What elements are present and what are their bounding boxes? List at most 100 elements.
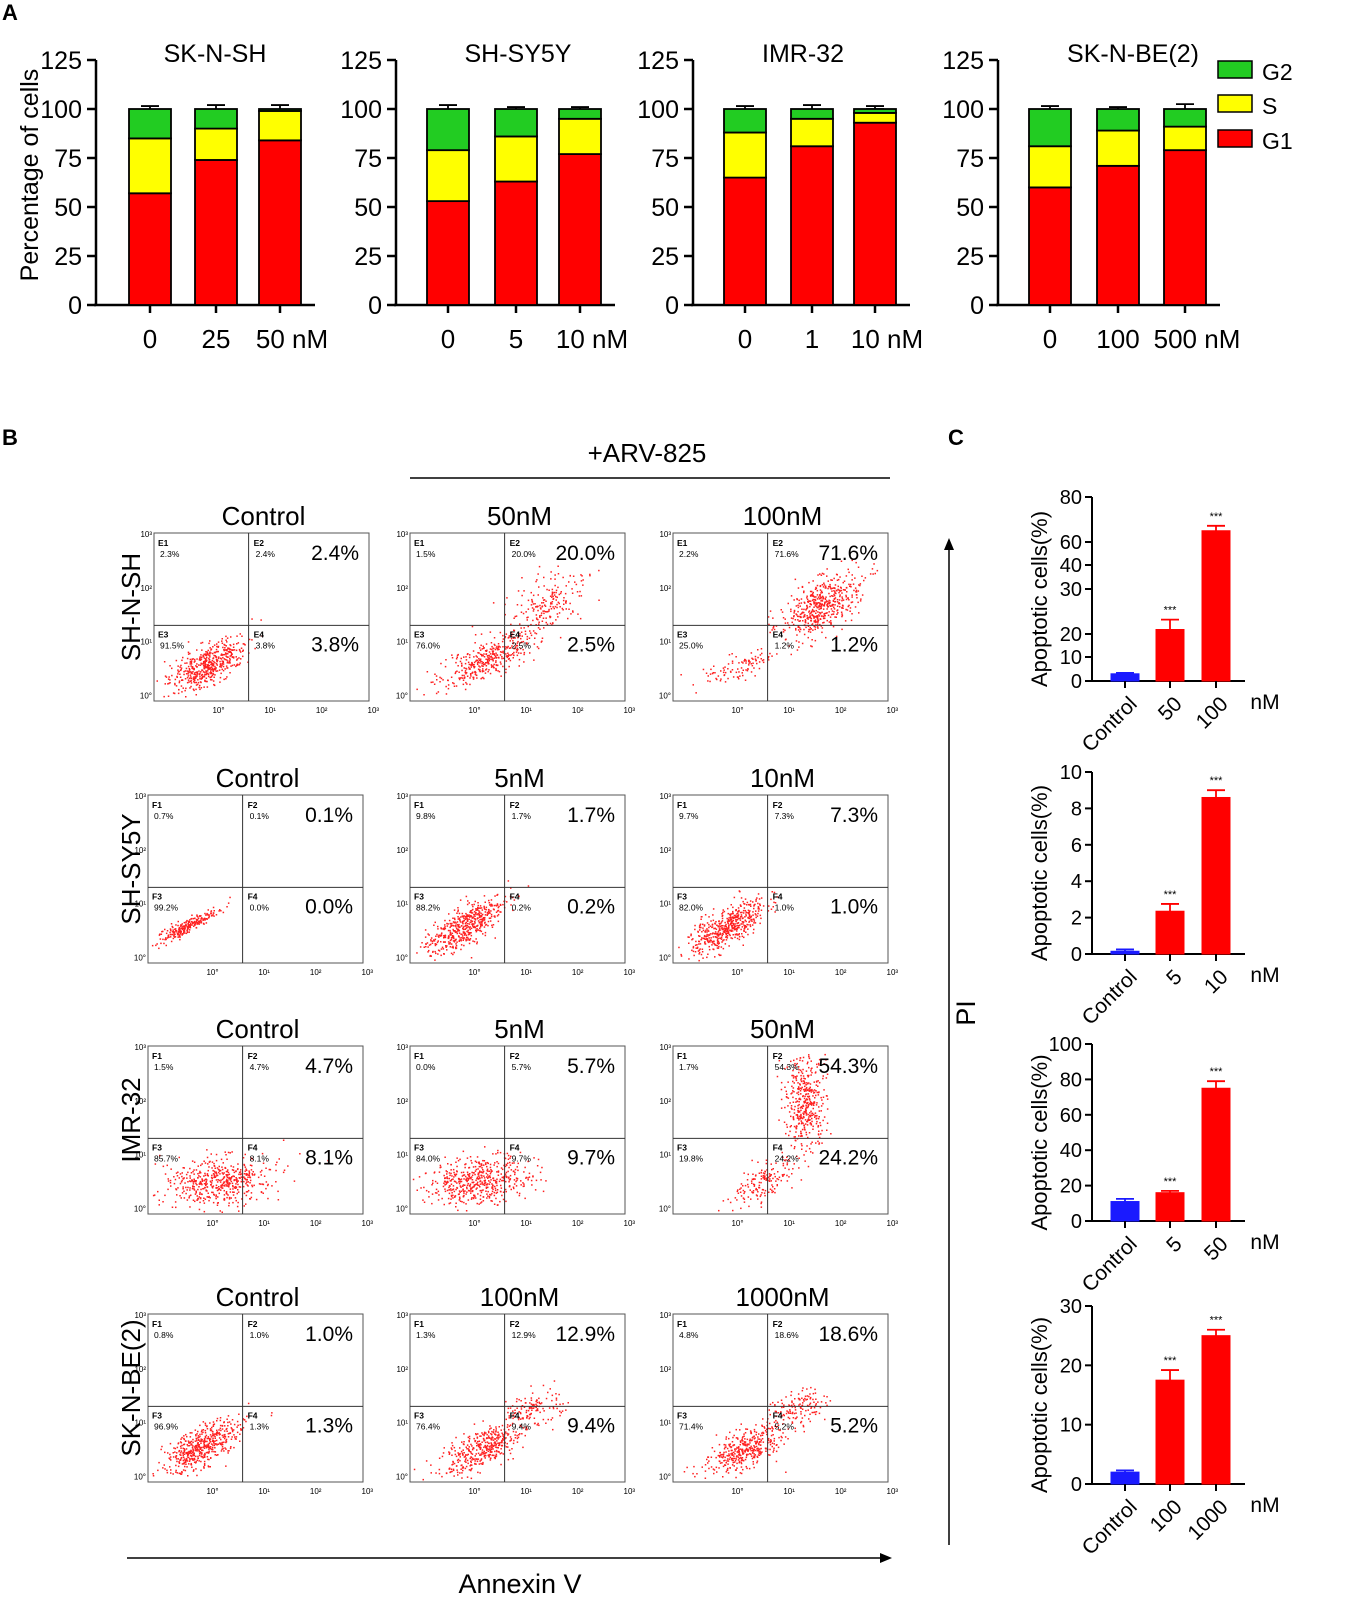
event-dot bbox=[204, 1172, 206, 1175]
event-dot bbox=[227, 1181, 229, 1183]
event-dot bbox=[535, 580, 537, 583]
event-dot bbox=[746, 669, 749, 672]
event-dot bbox=[242, 649, 244, 651]
event-dot bbox=[704, 938, 706, 940]
y-tick-label: 10° bbox=[134, 953, 146, 962]
event-dot bbox=[202, 1200, 205, 1202]
event-dot bbox=[490, 915, 493, 918]
event-dot bbox=[504, 895, 507, 898]
event-dot bbox=[416, 1189, 418, 1191]
event-dot bbox=[816, 621, 818, 623]
quadrant-value: 2.5% bbox=[512, 640, 532, 650]
event-dot bbox=[739, 1191, 742, 1193]
event-dot bbox=[465, 1193, 467, 1195]
event-dot bbox=[505, 653, 507, 655]
event-dot bbox=[700, 926, 702, 929]
event-dot bbox=[851, 613, 853, 615]
event-dot bbox=[192, 688, 195, 690]
flow-plot: 50nMF11.7%F254.3%F319.8%F424.2%54.3%24.2… bbox=[659, 1014, 899, 1228]
event-dot bbox=[199, 1182, 201, 1184]
event-dot bbox=[688, 936, 690, 938]
event-dot bbox=[817, 596, 820, 598]
event-dot bbox=[275, 1181, 277, 1183]
event-dot bbox=[196, 922, 199, 924]
event-dot bbox=[751, 1191, 753, 1193]
event-dot bbox=[810, 645, 812, 647]
event-dot bbox=[776, 1075, 779, 1078]
event-dot bbox=[818, 602, 821, 604]
event-dot bbox=[805, 626, 807, 629]
event-dot bbox=[737, 668, 739, 670]
event-dot bbox=[222, 656, 224, 659]
event-dot bbox=[483, 895, 486, 897]
event-dot bbox=[479, 916, 481, 918]
event-dot bbox=[165, 944, 167, 947]
event-dot bbox=[193, 1179, 195, 1181]
event-dot bbox=[753, 1184, 756, 1186]
event-dot bbox=[738, 910, 740, 913]
event-dot bbox=[211, 664, 214, 666]
event-dot bbox=[698, 935, 700, 937]
event-dot bbox=[827, 600, 829, 603]
event-dot bbox=[704, 943, 707, 945]
event-dot bbox=[820, 596, 823, 599]
event-dot bbox=[757, 649, 759, 651]
event-dot bbox=[791, 1187, 793, 1189]
event-dot bbox=[528, 1172, 531, 1175]
event-dot bbox=[813, 601, 815, 604]
event-dot bbox=[153, 1194, 156, 1196]
event-dot bbox=[189, 1206, 191, 1208]
event-dot bbox=[724, 943, 727, 945]
event-dot bbox=[795, 605, 798, 607]
event-dot bbox=[179, 1195, 181, 1197]
event-dot bbox=[829, 602, 831, 604]
event-dot bbox=[744, 926, 746, 928]
lower-right-percent: 1.0% bbox=[830, 895, 878, 918]
event-dot bbox=[226, 660, 229, 662]
event-dot bbox=[519, 635, 521, 637]
event-dot bbox=[808, 1057, 811, 1060]
event-dot bbox=[237, 1191, 240, 1193]
event-dot bbox=[244, 1170, 246, 1172]
event-dot bbox=[502, 903, 504, 906]
event-dot bbox=[443, 953, 445, 955]
event-dot bbox=[470, 1188, 472, 1191]
event-dot bbox=[245, 1173, 247, 1175]
event-dot bbox=[233, 1179, 236, 1181]
event-dot bbox=[177, 671, 180, 673]
event-dot bbox=[220, 910, 222, 912]
event-dot bbox=[809, 631, 812, 633]
event-dot bbox=[744, 1191, 746, 1193]
event-dot bbox=[705, 929, 707, 932]
event-dot bbox=[196, 674, 198, 676]
event-dot bbox=[462, 1189, 464, 1191]
event-dot bbox=[509, 1178, 511, 1181]
event-dot bbox=[257, 1176, 260, 1179]
event-dot bbox=[488, 1195, 491, 1198]
event-dot bbox=[714, 922, 716, 925]
event-dot bbox=[509, 640, 511, 642]
event-dot bbox=[231, 649, 233, 651]
event-dot bbox=[454, 1181, 457, 1183]
event-dot bbox=[209, 1180, 212, 1182]
event-dot bbox=[759, 903, 761, 905]
event-dot bbox=[711, 926, 713, 929]
event-dot bbox=[424, 936, 427, 938]
event-dot bbox=[786, 1180, 789, 1182]
event-dot bbox=[569, 602, 571, 605]
event-dot bbox=[815, 1122, 818, 1125]
event-dot bbox=[214, 655, 216, 657]
event-dot bbox=[484, 650, 487, 652]
event-dot bbox=[453, 685, 456, 687]
event-dot bbox=[720, 927, 723, 929]
event-dot bbox=[479, 1180, 482, 1182]
event-dot bbox=[815, 609, 817, 612]
event-dot bbox=[243, 1173, 246, 1175]
event-dot bbox=[163, 695, 165, 698]
y-tick-label: 10² bbox=[134, 846, 146, 855]
event-dot bbox=[497, 1152, 499, 1154]
event-dot bbox=[479, 1198, 482, 1200]
event-dot bbox=[533, 659, 535, 661]
event-dot bbox=[491, 656, 493, 659]
